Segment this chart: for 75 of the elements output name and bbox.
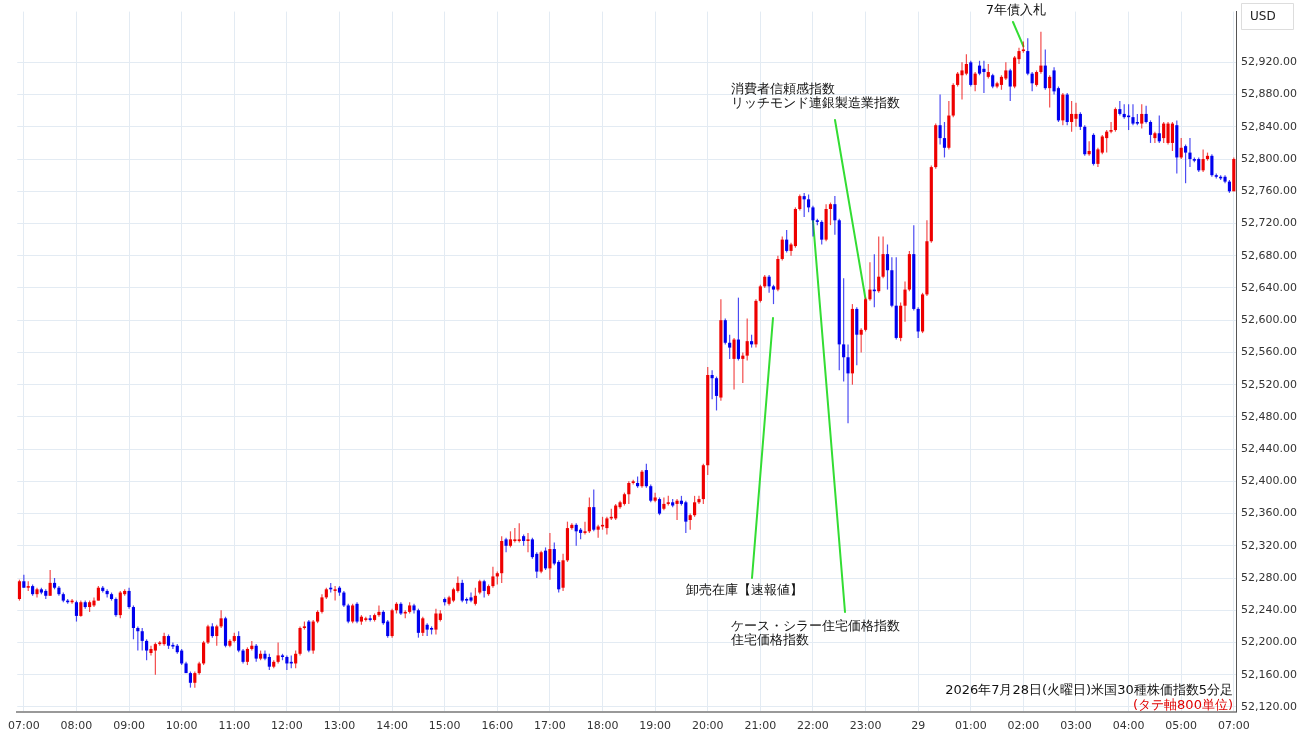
x-tick-label: 05:00	[1165, 719, 1198, 733]
candlestick	[811, 205, 815, 237]
y-tick-label: 52,560.00	[1241, 345, 1297, 359]
y-tick-label: 52,760.00	[1241, 184, 1297, 198]
candlestick	[732, 337, 736, 390]
x-tick-label: 14:00	[376, 719, 408, 733]
x-tick-label: 23:00	[849, 719, 882, 733]
x-tick-label: 04:00	[1112, 719, 1145, 733]
y-tick-label: 52,280.00	[1241, 570, 1297, 584]
candlestick	[1074, 102, 1078, 127]
candlestick	[1131, 104, 1135, 126]
candlestick	[1039, 31, 1043, 74]
x-tick-label: 19:00	[639, 719, 671, 733]
y-tick-label: 52,240.00	[1241, 603, 1297, 617]
y-tick-label: 52,200.00	[1241, 635, 1297, 649]
candlestick	[583, 521, 587, 535]
y-tick-label: 52,920.00	[1241, 55, 1297, 69]
candlestick	[903, 281, 907, 322]
annotation: 7年債入札	[985, 2, 1047, 18]
y-axis-title: USD	[1250, 9, 1276, 24]
y-tick-label: 52,160.00	[1241, 667, 1297, 681]
y-tick-label: 52,480.00	[1241, 409, 1297, 423]
candlestick	[982, 60, 986, 93]
candlestick	[92, 597, 96, 608]
candlestick	[526, 532, 530, 553]
x-tick-label: 08:00	[60, 719, 93, 733]
x-tick-label: 20:00	[691, 719, 724, 733]
x-tick-label: 09:00	[113, 719, 145, 733]
x-tick-label: 21:00	[744, 719, 777, 733]
x-tick-label: 15:00	[428, 719, 461, 733]
y-tick-label: 52,600.00	[1241, 313, 1297, 327]
candlestick	[662, 497, 666, 511]
y-tick-label: 52,840.00	[1241, 119, 1297, 133]
annotation: 2026年7月28日(火曜日)米国30種株価指数5分足	[945, 682, 1233, 698]
candlestick	[377, 605, 381, 617]
x-tick-label: 01:00	[954, 719, 987, 733]
annotation: 卸売在庫【速報値】	[686, 582, 803, 598]
y-tick-label: 52,720.00	[1241, 216, 1297, 230]
x-tick-label: 29	[911, 719, 926, 733]
x-tick-label: 18:00	[586, 719, 619, 733]
x-tick-label: 12:00	[271, 719, 303, 733]
x-tick-label: 11:00	[218, 719, 251, 733]
candlestick	[846, 344, 850, 424]
y-tick-label: 52,800.00	[1241, 151, 1297, 165]
annotation: リッチモンド連銀製造業指数	[731, 95, 900, 111]
x-tick-label: 13:00	[323, 719, 356, 733]
annotation: 住宅価格指数	[730, 632, 809, 648]
x-tick-label: 22:00	[797, 719, 829, 733]
candlestick	[960, 62, 964, 100]
candlestick	[548, 532, 552, 580]
y-tick-label: 52,640.00	[1241, 280, 1297, 294]
candlestick	[675, 499, 679, 521]
y-tick-label: 52,520.00	[1241, 377, 1297, 391]
y-tick-label: 52,680.00	[1241, 248, 1297, 262]
candlestick	[938, 94, 942, 145]
x-tick-label: 07:00	[1217, 719, 1250, 733]
candlestick	[697, 495, 701, 504]
x-tick-label: 02:00	[1007, 719, 1040, 733]
y-tick-label: 52,400.00	[1241, 474, 1297, 488]
x-tick-label: 10:00	[165, 719, 198, 733]
x-tick-label: 07:00	[8, 719, 40, 733]
y-tick-label: 52,360.00	[1241, 506, 1297, 520]
candlestick	[868, 262, 872, 301]
annotation: 消費者信頼感指数	[731, 81, 835, 97]
candlestick	[1109, 121, 1113, 134]
y-tick-label: 52,120.00	[1241, 699, 1297, 713]
y-tick-label: 52,880.00	[1241, 87, 1297, 101]
x-tick-label: 03:00	[1060, 719, 1092, 733]
x-tick-label: 16:00	[481, 719, 514, 733]
annotation: ケース・シラー住宅価格指数	[731, 618, 900, 634]
annotation: (タテ軸800単位)	[1133, 697, 1233, 713]
x-tick-label: 17:00	[534, 719, 566, 733]
candlestick	[1188, 138, 1192, 168]
y-tick-label: 52,440.00	[1241, 441, 1297, 455]
y-tick-label: 52,320.00	[1241, 538, 1297, 552]
